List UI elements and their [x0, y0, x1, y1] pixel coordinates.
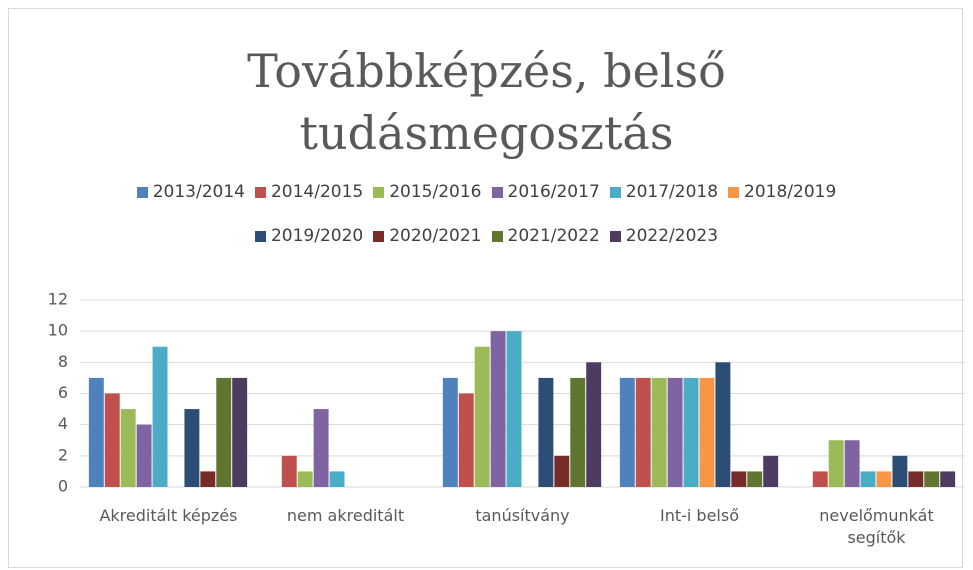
x-tick-label: nem akreditált	[286, 506, 405, 525]
bar	[844, 440, 860, 487]
legend-label: 2014/2015	[270, 182, 364, 202]
bar	[152, 346, 168, 487]
bar	[506, 331, 522, 487]
y-tick-label: 4	[58, 414, 68, 433]
y-tick-label: 0	[58, 477, 68, 496]
bar	[715, 362, 731, 487]
legend-swatch	[136, 186, 148, 198]
x-tick-label: tanúsítvány	[475, 506, 570, 525]
legend-label: 2013/2014	[152, 182, 245, 202]
legend-swatch	[373, 230, 385, 242]
legend-label: 2015/2016	[389, 182, 482, 202]
legend-swatch	[254, 230, 266, 242]
legend-label: 2021/2022	[507, 226, 600, 246]
bar	[136, 424, 152, 487]
legend-swatch	[373, 186, 385, 198]
legend-item: 2015/2016	[373, 182, 482, 202]
bar	[570, 377, 586, 487]
legend-item: 2021/2022	[491, 226, 600, 246]
bar	[442, 377, 458, 487]
bar	[860, 471, 876, 487]
bar	[763, 455, 779, 487]
bar	[876, 471, 892, 487]
bar	[683, 377, 699, 487]
bar	[232, 377, 248, 487]
y-tick-label: 2	[58, 445, 68, 464]
y-tick-label: 8	[58, 352, 68, 371]
bar	[216, 377, 232, 487]
legend-item: 2022/2023	[609, 226, 719, 246]
bar	[329, 471, 345, 487]
legend-items: 2013/2014 2014/2015 2015/2016 2016/2017 2017…	[136, 182, 837, 246]
x-tick-label: nevelőmunkát segítők	[819, 506, 934, 547]
title-box: Továbbképzés, belső tudásmegosztás	[0, 40, 973, 164]
legend-label: 2020/2021	[389, 226, 482, 246]
bar	[812, 471, 828, 487]
legend-label: 2017/2018	[625, 182, 719, 202]
bar	[651, 377, 667, 487]
bar	[892, 455, 908, 487]
legend-item: 2017/2018	[609, 182, 719, 202]
legend-swatch	[491, 230, 503, 242]
legend-swatch	[728, 186, 740, 198]
legend-swatch	[609, 230, 621, 242]
legend-item: 2013/2014	[136, 182, 245, 202]
bar	[747, 471, 763, 487]
y-tick-label: 10	[48, 321, 68, 340]
legend-item: 2019/2020	[254, 226, 364, 246]
bar	[940, 471, 956, 487]
x-tick-label: Int-i belső	[659, 506, 739, 525]
legend: 2013/2014 2014/2015 2015/2016 2016/2017 2017…	[0, 182, 973, 246]
legend-label: 2016/2017	[507, 182, 600, 202]
bar	[120, 409, 136, 487]
legend-swatch	[491, 186, 503, 198]
bar	[699, 377, 715, 487]
bar	[635, 377, 651, 487]
y-tick-label: 6	[58, 383, 68, 402]
y-tick-label: 12	[48, 290, 68, 309]
bar	[924, 471, 940, 487]
bar	[297, 471, 313, 487]
legend-label: 2018/2019	[744, 182, 837, 202]
bar	[908, 471, 924, 487]
bar	[731, 471, 747, 487]
legend-label: 2019/2020	[270, 226, 364, 246]
bar	[184, 409, 200, 487]
chart-frame	[8, 8, 963, 568]
bar	[538, 377, 554, 487]
bar	[104, 393, 120, 487]
bar	[88, 377, 104, 487]
bar	[313, 409, 329, 487]
bar	[281, 455, 297, 487]
bar	[200, 471, 216, 487]
bar	[490, 331, 506, 487]
bar	[667, 377, 683, 487]
legend-swatch	[254, 186, 266, 198]
bar	[458, 393, 474, 487]
bar	[586, 362, 602, 487]
legend-item: 2014/2015	[254, 182, 364, 202]
legend-item: 2020/2021	[373, 226, 482, 246]
chart-title: Továbbképzés, belső tudásmegosztás	[247, 44, 726, 160]
bar	[619, 377, 635, 487]
bar	[828, 440, 844, 487]
legend-label: 2022/2023	[625, 226, 719, 246]
legend-item: 2018/2019	[728, 182, 836, 202]
legend-item: 2016/2017	[491, 182, 600, 202]
legend-swatch	[609, 186, 621, 198]
bar	[474, 346, 490, 487]
bar	[554, 455, 570, 487]
x-tick-label: Akreditált képzés	[99, 506, 238, 525]
